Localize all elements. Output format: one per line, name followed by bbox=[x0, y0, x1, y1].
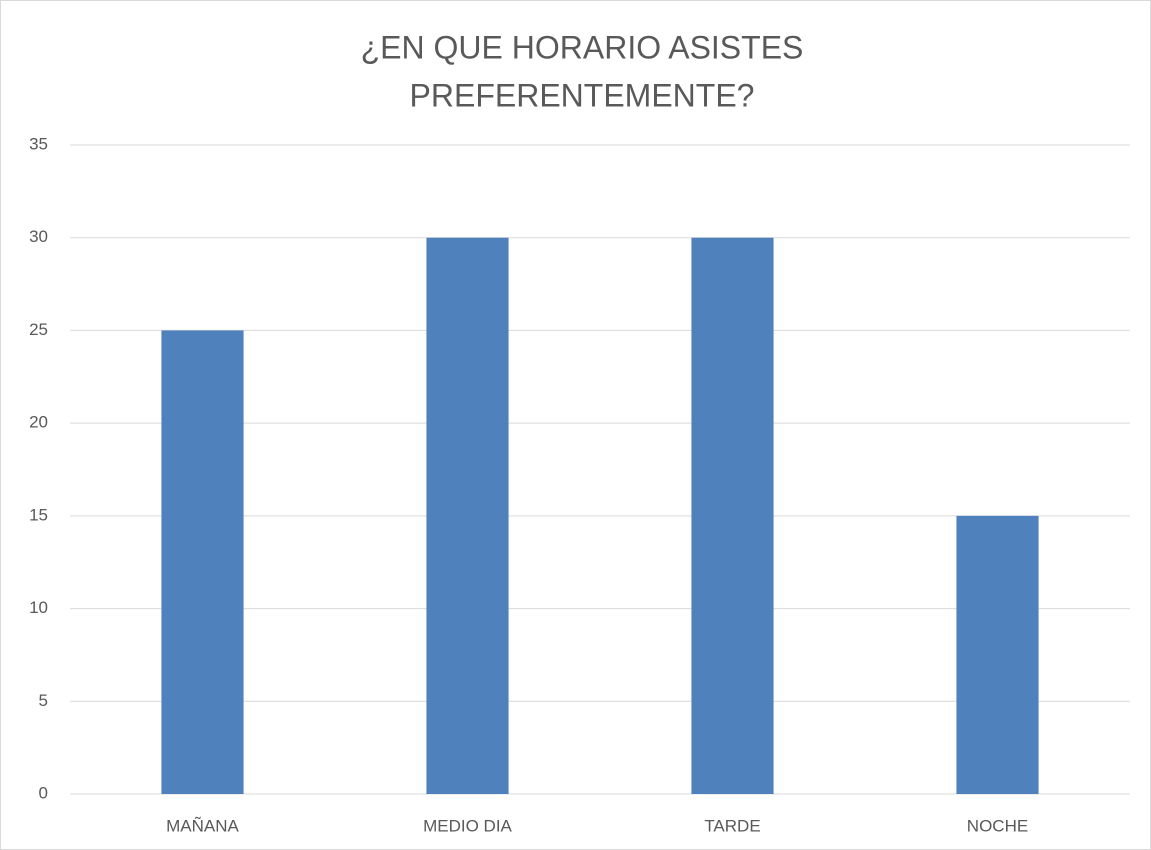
x-tick-label: NOCHE bbox=[967, 816, 1028, 835]
x-tick-label: TARDE bbox=[704, 816, 760, 835]
y-tick-label: 35 bbox=[29, 134, 48, 153]
bar bbox=[426, 237, 509, 794]
bar bbox=[956, 515, 1039, 794]
bar bbox=[691, 237, 774, 794]
chart-title: ¿EN QUE HORARIO ASISTES bbox=[361, 29, 804, 65]
x-tick-label: MAÑANA bbox=[166, 816, 239, 835]
chart-title: PREFERENTEMENTE? bbox=[410, 77, 755, 113]
y-tick-label: 25 bbox=[29, 320, 48, 339]
bar bbox=[161, 330, 244, 794]
x-tick-label: MEDIO DIA bbox=[423, 816, 512, 835]
y-tick-label: 5 bbox=[39, 691, 48, 710]
y-tick-label: 15 bbox=[29, 505, 48, 524]
y-tick-label: 20 bbox=[29, 413, 48, 432]
y-tick-label: 10 bbox=[29, 598, 48, 617]
y-tick-label: 30 bbox=[29, 227, 48, 246]
y-tick-label: 0 bbox=[39, 783, 48, 802]
